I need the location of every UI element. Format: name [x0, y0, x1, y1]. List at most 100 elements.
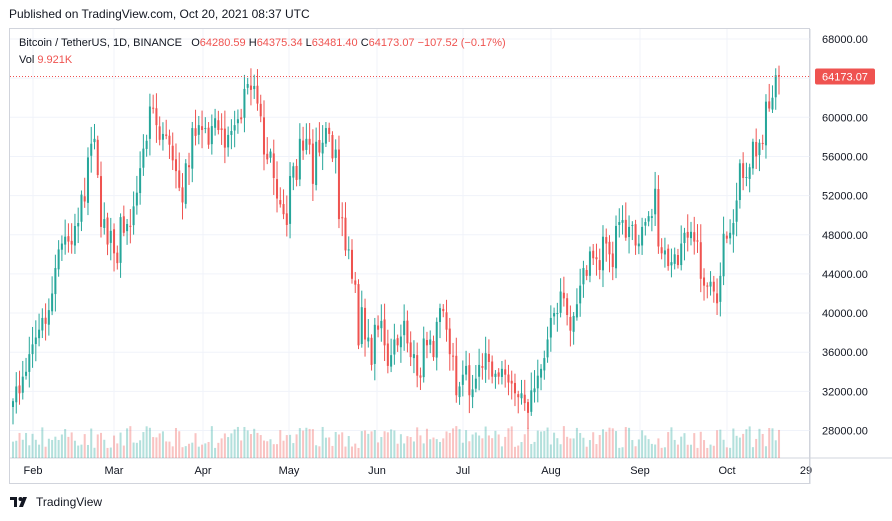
symbol-name[interactable]: Bitcoin / TetherUS, 1D, BINANCE: [19, 37, 183, 49]
candle-body: [289, 176, 292, 224]
candle-body: [497, 372, 500, 377]
candle-body: [771, 97, 774, 110]
candle-body: [60, 243, 63, 250]
candle-body: [305, 138, 308, 150]
candle-body: [703, 277, 706, 286]
volume-bar: [774, 440, 777, 458]
candle-body: [279, 200, 282, 205]
candle-body: [425, 339, 428, 346]
candle-body: [680, 243, 683, 266]
volume-bar: [663, 447, 666, 458]
volume-bar: [337, 434, 340, 458]
candle-body: [686, 231, 689, 238]
candle-body: [745, 177, 748, 179]
volume-bar: [403, 443, 406, 458]
chart-legend: Bitcoin / TetherUS, 1D, BINANCE O64280.5…: [19, 35, 506, 69]
tradingview-logo-icon[interactable]: [10, 495, 32, 509]
candle-body: [377, 325, 380, 330]
candle-body: [683, 232, 686, 244]
candle-body: [165, 134, 168, 136]
volume-bar: [188, 443, 191, 458]
candle-body: [126, 223, 129, 232]
candle-body: [93, 138, 96, 143]
candle-body: [73, 225, 76, 246]
candle-body: [637, 243, 640, 247]
volume-bar: [510, 426, 513, 458]
volume-bar: [442, 438, 445, 458]
volume-bar: [585, 446, 588, 458]
candle-body: [582, 268, 585, 285]
volume-bar: [676, 444, 679, 458]
x-tick-label: Jul: [456, 465, 470, 477]
volume-line: Vol 9.921K: [19, 52, 506, 69]
candle-body: [334, 149, 337, 158]
candle-body: [673, 254, 676, 264]
volume-bar: [729, 447, 732, 458]
candle-body: [634, 224, 637, 246]
candle-body: [445, 312, 448, 330]
volume-bar: [240, 440, 243, 458]
candle-body: [145, 140, 148, 149]
candle-body: [302, 140, 305, 151]
candle-body: [197, 125, 200, 135]
candle-body: [370, 337, 373, 365]
volume-bar: [579, 432, 582, 458]
volume-bar: [305, 427, 308, 458]
volume-bar: [559, 444, 562, 458]
volume-bar: [777, 429, 781, 458]
volume-bar: [517, 445, 520, 458]
volume-bar: [608, 427, 611, 458]
candle-body: [572, 315, 575, 332]
candle-body: [487, 353, 490, 362]
volume-bar: [601, 429, 604, 458]
candle-body: [595, 257, 598, 260]
candle-body: [25, 371, 28, 376]
candle-body: [455, 355, 458, 396]
volume-bar: [227, 437, 230, 458]
x-tick-label: Mar: [105, 465, 124, 477]
volume-bar: [11, 441, 15, 458]
volume-bar: [201, 444, 204, 458]
high-value: 64375.34: [256, 37, 303, 49]
candle-body: [230, 131, 233, 135]
volume-bar: [465, 430, 468, 458]
candle-body: [308, 138, 311, 145]
candle-body: [266, 153, 269, 160]
volume-bar: [768, 428, 771, 458]
volume-bar: [461, 442, 464, 458]
candle-body: [191, 128, 194, 169]
candle-body: [158, 126, 161, 140]
volume-bar: [637, 439, 640, 458]
candle-body: [96, 139, 99, 176]
volume-bar: [386, 432, 389, 458]
candle-body: [663, 250, 666, 255]
low-label: L: [305, 37, 312, 49]
candle-body: [393, 339, 396, 355]
volume-bar: [588, 440, 591, 458]
volume-bar: [21, 439, 24, 458]
volume-bar: [582, 437, 585, 458]
footer-brand[interactable]: TradingView: [36, 495, 103, 509]
candle-body: [210, 126, 213, 145]
vol-value: 9.921K: [37, 54, 73, 66]
candle-body: [751, 141, 754, 169]
candle-body: [416, 355, 419, 376]
candle-body: [246, 84, 249, 88]
volume-bar: [631, 440, 634, 458]
volume-bar: [390, 429, 393, 458]
volume-bar: [302, 430, 305, 458]
volume-bar: [174, 427, 177, 458]
candle-body: [171, 145, 174, 161]
volume-bar: [132, 442, 135, 458]
candle-body: [540, 368, 543, 378]
candle-body: [484, 353, 487, 370]
volume-bar: [416, 427, 419, 458]
volume-bar: [295, 434, 298, 458]
volume-bar: [152, 437, 155, 458]
candle-body: [28, 354, 31, 372]
volume-bar: [693, 433, 696, 458]
candle-body: [631, 224, 634, 226]
volume-bar: [504, 436, 507, 458]
volume-bar: [364, 430, 367, 458]
